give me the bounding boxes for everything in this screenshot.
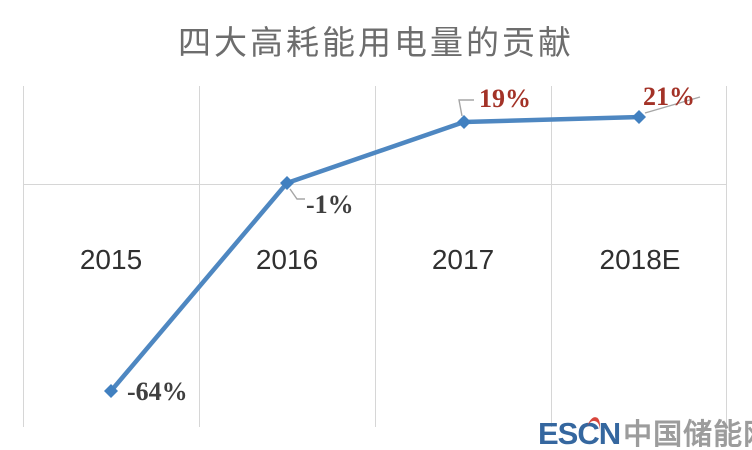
point-label-2015: -64% — [127, 377, 188, 406]
escn-logo-c: C — [577, 415, 603, 450]
point-label-2018: 21% — [643, 82, 695, 111]
gridline-vertical-3 — [375, 86, 376, 427]
leader-line-2018 — [644, 96, 701, 114]
data-line — [108, 114, 642, 394]
category-label-2018e: 2018E — [599, 244, 681, 275]
escn-logo-text: ESC N — [538, 415, 621, 450]
category-label-2016: 2016 — [255, 244, 319, 275]
leader-line-2017 — [458, 99, 474, 117]
category-label-2015: 2015 — [79, 244, 143, 275]
escn-chinese-text: 中国储能网 — [623, 419, 752, 450]
gridline-zero — [23, 184, 726, 185]
point-label-2016: -1% — [306, 190, 354, 219]
marker-2018 — [632, 110, 646, 124]
marker-2015 — [104, 384, 118, 398]
gridline-vertical-5 — [726, 86, 727, 427]
chart-title: 四大高耗能用电量的贡献 — [178, 24, 574, 61]
marker-2016 — [280, 176, 294, 190]
category-label-2017: 2017 — [431, 244, 495, 275]
leader-line-2016 — [289, 188, 305, 200]
gridline-vertical-1 — [23, 86, 24, 427]
gridline-vertical-2 — [199, 86, 200, 427]
gridline-vertical-4 — [551, 86, 552, 427]
point-label-2017: 19% — [479, 84, 531, 113]
marker-2017 — [457, 115, 471, 129]
